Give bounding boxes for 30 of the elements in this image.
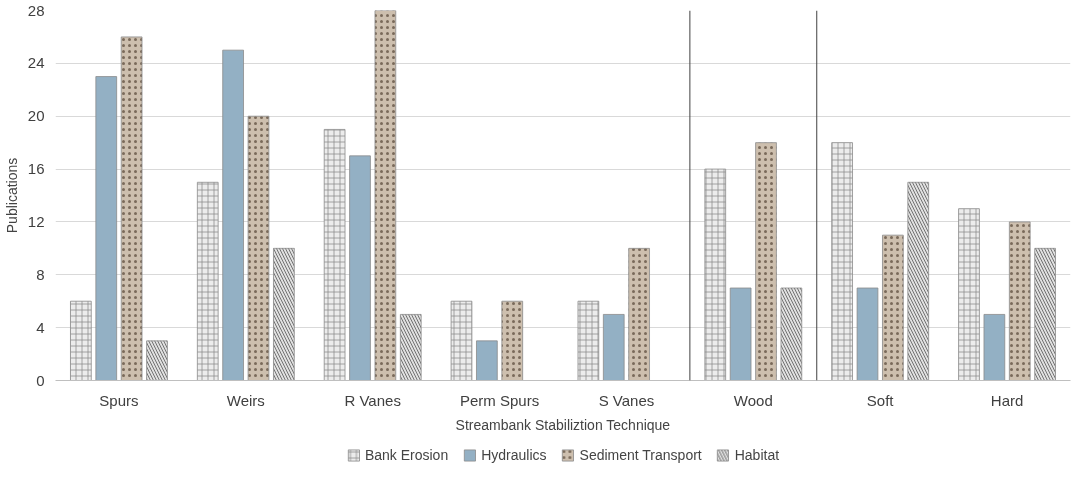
bar [602, 314, 625, 381]
bar [729, 287, 752, 381]
y-tick-label: 12 [27, 212, 45, 230]
legend-label: Sediment Transport [579, 447, 702, 463]
legend-label: Bank Erosion [364, 447, 449, 463]
x-tick-label: S Vanes [598, 391, 655, 409]
x-tick-label: Weirs [226, 391, 265, 409]
y-tick-label: 4 [36, 318, 45, 336]
y-tick-label: 20 [27, 107, 45, 125]
legend-label: Hydraulics [481, 447, 547, 463]
x-tick-label: Wood [733, 391, 773, 409]
x-axis-title: Streambank Stabiliztion Technique [455, 416, 671, 433]
x-tick-label: Soft [866, 391, 895, 409]
bar [983, 314, 1006, 381]
bar [856, 287, 879, 381]
y-axis-title: Publications [3, 157, 20, 234]
y-tick-label: 28 [27, 1, 45, 19]
y-tick-label: 24 [27, 54, 45, 72]
bar [349, 155, 371, 381]
x-tick-label: Spurs [99, 391, 139, 409]
legend-label: Habitat [734, 447, 780, 463]
bar [476, 340, 498, 381]
y-tick-label: 8 [36, 265, 45, 283]
x-tick-label: Hard [990, 391, 1024, 409]
bar [222, 49, 244, 381]
y-tick-label: 16 [27, 160, 45, 178]
x-tick-label: Perm Spurs [459, 391, 540, 409]
y-tick-label: 0 [36, 371, 45, 389]
bar [95, 76, 118, 381]
x-tick-label: R Vanes [344, 391, 401, 409]
